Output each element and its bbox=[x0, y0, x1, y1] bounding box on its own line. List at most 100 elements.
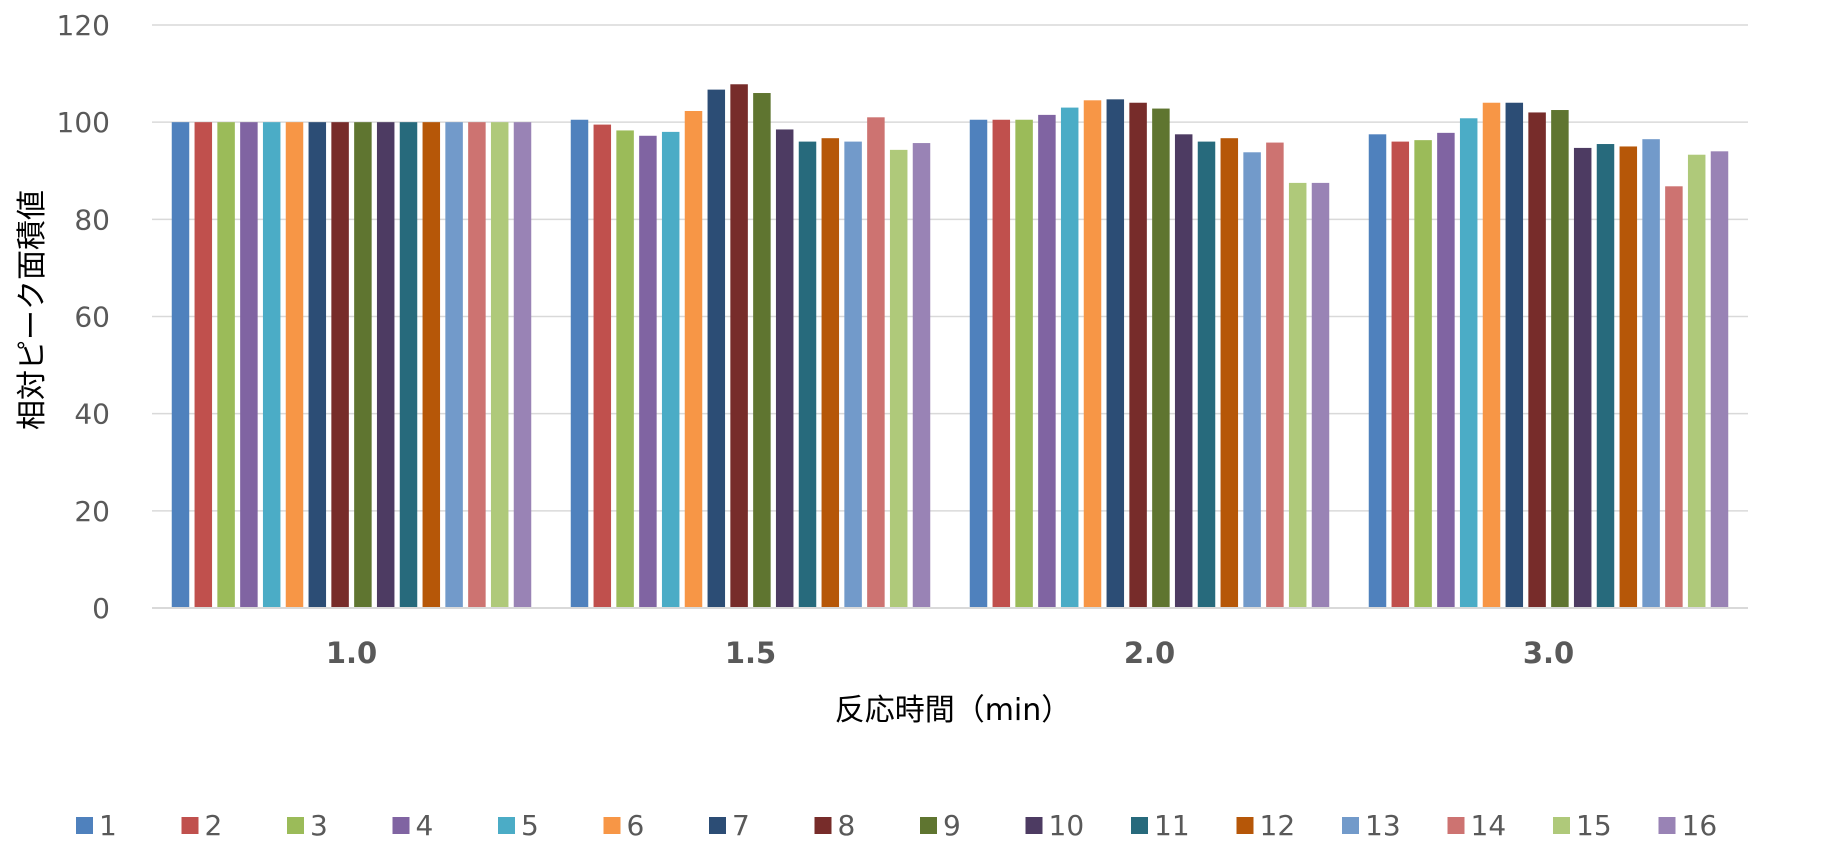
gridlines bbox=[152, 24, 1748, 512]
bar-series-3-cat-1.0 bbox=[217, 122, 235, 609]
y-tick-label: 120 bbox=[57, 9, 110, 42]
legend-swatch-12 bbox=[1236, 817, 1254, 834]
y-tick-label: 80 bbox=[74, 203, 110, 236]
bar-series-10-cat-1.5 bbox=[775, 129, 794, 608]
bar-series-1-cat-2.0 bbox=[969, 119, 988, 609]
bar-series-7-cat-1.5 bbox=[707, 89, 726, 608]
bar-series-10-cat-1.0 bbox=[376, 122, 395, 609]
legend-swatch-15 bbox=[1553, 817, 1570, 834]
legend-label-12: 12 bbox=[1260, 809, 1296, 842]
bar-series-4-cat-1.0 bbox=[240, 122, 258, 609]
bar-series-5-cat-2.0 bbox=[1060, 107, 1079, 608]
bar-series-9-cat-2.0 bbox=[1152, 108, 1170, 609]
bar-series-1-cat-1.0 bbox=[171, 122, 190, 609]
legend-swatch-13 bbox=[1342, 817, 1359, 834]
bar-series-5-cat-1.0 bbox=[262, 122, 281, 609]
bar-series-8-cat-1.0 bbox=[331, 122, 349, 609]
bar-series-3-cat-3.0 bbox=[1414, 140, 1432, 608]
bar-series-8-cat-2.0 bbox=[1129, 102, 1147, 608]
legend-label-2: 2 bbox=[205, 809, 223, 842]
legend-swatch-7 bbox=[709, 817, 726, 834]
bar-series-5-cat-3.0 bbox=[1459, 118, 1478, 608]
bar-series-14-cat-1.5 bbox=[867, 117, 885, 608]
bar-series-2-cat-3.0 bbox=[1391, 141, 1410, 608]
bar-series-4-cat-3.0 bbox=[1437, 132, 1455, 609]
bar-series-3-cat-2.0 bbox=[1015, 119, 1033, 609]
legend-swatch-11 bbox=[1131, 817, 1148, 834]
bar-series-14-cat-2.0 bbox=[1266, 142, 1284, 609]
bar-series-5-cat-1.5 bbox=[661, 131, 680, 608]
x-axis-title: 反応時間（min） bbox=[835, 693, 1072, 728]
y-tick-label: 100 bbox=[57, 106, 110, 139]
bar-series-11-cat-3.0 bbox=[1596, 144, 1615, 608]
legend-label-3: 3 bbox=[310, 809, 328, 842]
bar-series-9-cat-1.0 bbox=[354, 122, 372, 609]
bar-series-3-cat-1.5 bbox=[616, 130, 634, 608]
bar-series-16-cat-3.0 bbox=[1710, 151, 1729, 609]
bar-series-13-cat-3.0 bbox=[1642, 139, 1660, 608]
legend-label-13: 13 bbox=[1365, 809, 1401, 842]
bar-series-14-cat-3.0 bbox=[1665, 186, 1683, 608]
legend-swatch-3 bbox=[287, 817, 304, 834]
bar-series-15-cat-1.5 bbox=[889, 149, 908, 608]
bar-series-1-cat-1.5 bbox=[570, 119, 589, 609]
bar-series-9-cat-3.0 bbox=[1551, 110, 1569, 608]
bar-series-7-cat-1.0 bbox=[308, 122, 327, 609]
bar-series-9-cat-1.5 bbox=[753, 93, 771, 609]
legend-label-7: 7 bbox=[732, 809, 750, 842]
bar-series-16-cat-2.0 bbox=[1311, 182, 1330, 609]
legend-label-6: 6 bbox=[627, 809, 645, 842]
bar-series-2-cat-1.5 bbox=[593, 124, 612, 609]
y-axis-ticks: 0 20 40 60 80 100 120 bbox=[57, 9, 110, 625]
legend-label-15: 15 bbox=[1576, 809, 1612, 842]
bar-series-10-cat-3.0 bbox=[1573, 147, 1592, 608]
legend-swatch-4 bbox=[392, 817, 410, 834]
legend-swatch-2 bbox=[181, 817, 199, 834]
bar-series-4-cat-2.0 bbox=[1038, 114, 1056, 609]
bar-series-2-cat-1.0 bbox=[194, 122, 213, 609]
legend-swatch-16 bbox=[1658, 817, 1676, 834]
bar-series-6-cat-2.0 bbox=[1083, 100, 1102, 608]
y-axis-title: 相対ピーク面積値 bbox=[15, 190, 50, 430]
bar-series-6-cat-3.0 bbox=[1482, 102, 1501, 608]
y-tick-label: 40 bbox=[74, 398, 110, 431]
bar-series-11-cat-1.5 bbox=[798, 141, 817, 608]
bar-series-1-cat-3.0 bbox=[1368, 134, 1387, 608]
x-tick-label: 3.0 bbox=[1523, 636, 1574, 670]
legend-swatch-8 bbox=[814, 817, 832, 834]
bar-series-12-cat-3.0 bbox=[1619, 146, 1638, 609]
legend-swatch-6 bbox=[603, 817, 621, 834]
legend-label-11: 11 bbox=[1154, 809, 1190, 842]
bar-series-12-cat-1.5 bbox=[821, 138, 840, 609]
bar-series-6-cat-1.0 bbox=[285, 122, 304, 609]
bar-series-2-cat-2.0 bbox=[992, 119, 1011, 609]
legend-label-16: 16 bbox=[1682, 809, 1718, 842]
y-tick-label: 20 bbox=[74, 495, 110, 528]
x-tick-label: 1.5 bbox=[725, 636, 776, 670]
legend-label-5: 5 bbox=[521, 809, 539, 842]
bar-series-13-cat-2.0 bbox=[1243, 152, 1261, 608]
bars bbox=[171, 84, 1729, 609]
legend-swatch-1 bbox=[76, 817, 93, 834]
bar-series-15-cat-2.0 bbox=[1288, 182, 1307, 609]
legend-swatch-14 bbox=[1447, 817, 1465, 834]
legend-label-9: 9 bbox=[943, 809, 961, 842]
bar-series-11-cat-2.0 bbox=[1197, 141, 1216, 608]
bar-series-8-cat-3.0 bbox=[1528, 112, 1546, 608]
bar-series-14-cat-1.0 bbox=[468, 122, 486, 609]
bar-series-15-cat-1.0 bbox=[490, 122, 509, 609]
legend-label-4: 4 bbox=[416, 809, 434, 842]
x-tick-label: 2.0 bbox=[1124, 636, 1175, 670]
legend-swatch-9 bbox=[920, 817, 937, 834]
legend-swatch-10 bbox=[1025, 817, 1043, 834]
legend-label-1: 1 bbox=[99, 809, 117, 842]
legend-swatch-5 bbox=[498, 817, 515, 834]
x-tick-label: 1.0 bbox=[326, 636, 377, 670]
bar-series-15-cat-3.0 bbox=[1687, 154, 1706, 608]
bar-series-13-cat-1.0 bbox=[445, 122, 463, 609]
legend-label-10: 10 bbox=[1049, 809, 1085, 842]
y-tick-label: 0 bbox=[92, 592, 110, 625]
x-axis-ticks: 1.0 1.5 2.0 3.0 bbox=[326, 636, 1574, 670]
bar-series-6-cat-1.5 bbox=[684, 110, 703, 609]
